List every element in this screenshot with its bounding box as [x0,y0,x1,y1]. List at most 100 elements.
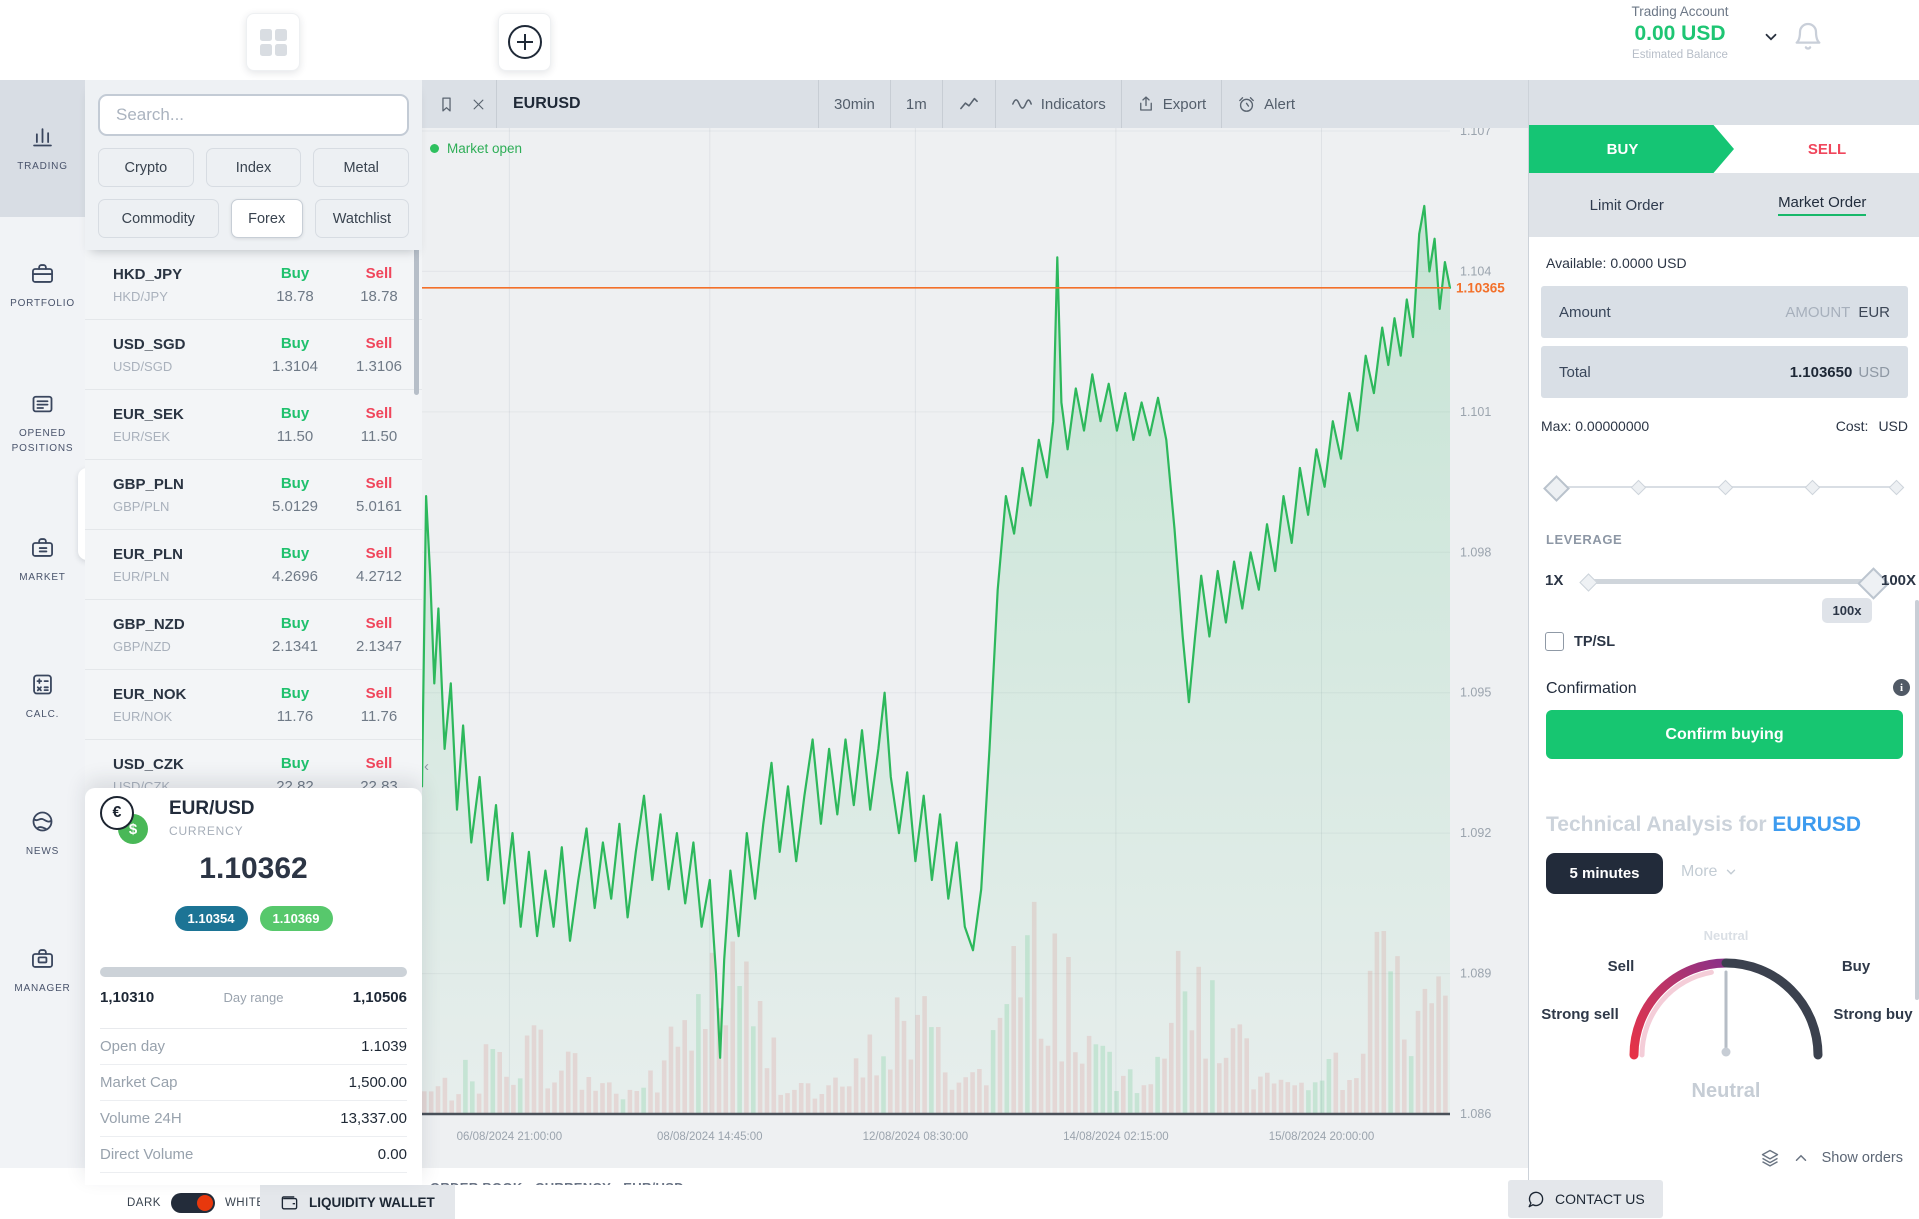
amount-slider[interactable] [1543,475,1905,502]
sell-tab[interactable]: SELL [1807,140,1847,158]
tpsl-checkbox[interactable] [1545,632,1564,651]
account-balance: 0.00 USD [1634,22,1726,45]
pair-buy-button[interactable]: Buy 11.50 [253,405,337,445]
liquidity-wallet-button[interactable]: LIQUIDITY WALLET [260,1185,455,1219]
add-widget-button[interactable] [498,13,551,71]
chevron-down-icon[interactable] [1762,28,1780,51]
timeframe-1m-button[interactable]: 1m [905,95,927,113]
tab-forex[interactable]: Forex [230,199,303,238]
stat-row: Volume 24H 13,337.00 [100,1101,407,1137]
pair-sell-button[interactable]: Sell 1.3106 [337,335,421,375]
chart-symbol: EURUSD [513,95,581,112]
tab-watchlist[interactable]: Watchlist [314,199,409,238]
pair-row-EUR_PLN[interactable]: EUR_PLN EUR/PLN Buy 4.2696 Sell 4.2712 [85,530,422,600]
pair-buy-button[interactable]: Buy 1.3104 [253,335,337,375]
pair-row-USD_SGD[interactable]: USD_SGD USD/SGD Buy 1.3104 Sell 1.3106 [85,320,422,390]
pair-symbol: HKD_JPY [113,265,183,283]
available-balance: Available: 0.0000 USD [1546,255,1687,271]
pair-symbol: GBP_PLN [113,475,184,493]
pair-sell-button[interactable]: Sell 2.1347 [337,615,421,655]
tab-crypto[interactable]: Crypto [98,148,194,187]
pair-buy-button[interactable]: Buy 18.78 [253,265,337,305]
order-panel: BUY SELL Limit Order Market Order Availa… [1528,80,1919,1185]
sidebar-item-market[interactable]: MARKET [0,491,85,628]
timeframe-30min-button[interactable]: 30min [834,95,875,113]
notifications-bell-icon[interactable] [1792,20,1824,57]
alert-clock-icon [1239,96,1255,112]
pair-buy-button[interactable]: Buy 11.76 [253,685,337,725]
panel-scrollbar[interactable] [1915,600,1919,1000]
account-summary[interactable]: Trading Account 0.00 USD Estimated Balan… [1560,4,1800,61]
info-icon[interactable]: i [1893,679,1910,696]
pair-buy-button[interactable]: Buy 4.2696 [253,545,337,585]
collapse-chevron-icon[interactable]: ‹ [424,758,429,775]
tpsl-checkbox-row[interactable]: TP/SL [1545,632,1615,651]
layout-grid-button[interactable] [246,13,300,71]
pair-symbol: USD_SGD [113,335,186,353]
chart-type-icon[interactable] [943,80,995,128]
analysis-timeframe-button[interactable]: 5 minutes [1546,853,1663,894]
pair-row-GBP_PLN[interactable]: GBP_PLN GBP/PLN Buy 5.0129 Sell 5.0161 [85,460,422,530]
tab-metal[interactable]: Metal [313,148,410,187]
pair-sell-button[interactable]: Sell 4.2712 [337,545,421,585]
bookmark-icon[interactable] [422,80,461,128]
pair-name: GBP/NZD [113,638,171,654]
range-label: Day range [223,990,284,1005]
sell-price: 1.3106 [356,357,402,375]
alert-button[interactable]: Alert [1222,80,1310,128]
contact-us-button[interactable]: CONTACT US [1508,1180,1663,1218]
price-chart[interactable]: 06/08/2024 21:00:00 08/08/2024 14:45:00 12… [420,124,1528,1168]
chart-canvas: 06/08/2024 21:00:00 08/08/2024 14:45:00 12… [420,124,1528,1168]
export-button[interactable]: Export [1122,80,1221,128]
status-dot-icon [430,144,439,153]
pair-row-HKD_JPY[interactable]: HKD_JPY HKD/JPY Buy 18.78 Sell 18.78 [85,250,422,320]
sidebar-item-opened-positions[interactable]: OPENED POSITIONS [0,354,85,491]
indicators-button[interactable]: Indicators [996,80,1121,128]
pair-name: EUR/NOK [113,708,173,724]
bid-badge[interactable]: 1.10354 [174,906,248,931]
pair-buy-button[interactable]: Buy 2.1341 [253,615,337,655]
watchlist-scrollbar[interactable] [414,245,419,395]
show-orders-button[interactable]: Show orders [1529,1148,1903,1168]
analysis-more-dropdown[interactable]: More [1681,863,1738,881]
pair-sell-button[interactable]: Sell 11.76 [337,685,421,725]
plus-circle-icon [507,25,542,59]
close-icon[interactable] [461,80,496,128]
total-value: 1.103650 [1789,363,1853,381]
ask-badge[interactable]: 1.10369 [259,906,333,931]
buy-tab[interactable]: BUY [1529,125,1734,173]
tab-commodity[interactable]: Commodity [98,199,219,238]
pair-sell-button[interactable]: Sell 18.78 [337,265,421,305]
svg-text:1.10365: 1.10365 [1456,280,1505,295]
leverage-slider[interactable]: 1X 100X [1529,567,1919,600]
theme-toggle[interactable] [170,1193,215,1213]
search-input[interactable] [98,94,409,136]
pair-row-EUR_NOK[interactable]: EUR_NOK EUR/NOK Buy 11.76 Sell 11.76 [85,670,422,740]
amount-field[interactable]: Amount AMOUNT EUR [1541,286,1908,338]
confirmation-label: Confirmation [1546,680,1637,697]
sidebar-item-trading[interactable]: TRADING [0,80,85,217]
sidebar-item-portfolio[interactable]: PORTFOLIO [0,217,85,354]
sell-price: 2.1347 [356,637,402,655]
sidebar-item-news[interactable]: NEWS [0,765,85,902]
total-field[interactable]: Total 1.103650 USD [1541,346,1908,398]
amount-slider-thumb[interactable] [1543,475,1570,502]
instrument-stats: Open day 1.1039 Market Cap 1,500.00 Volume 2… [100,1028,407,1173]
chevron-down-icon [1727,869,1736,875]
pair-buy-button[interactable]: Buy 5.0129 [253,475,337,515]
pair-sell-button[interactable]: Sell 11.50 [337,405,421,445]
pair-list: HKD_JPY HKD/JPY Buy 18.78 Sell 18.78 USD_SGD US… [85,250,422,810]
confirm-buying-button[interactable]: Confirm buying [1546,710,1903,759]
order-type-row: Limit Order Market Order [1529,173,1919,237]
pair-sell-button[interactable]: Sell 5.0161 [337,475,421,515]
sidebar-item-manager[interactable]: MANAGER [0,902,85,1039]
limit-order-tab[interactable]: Limit Order [1589,196,1664,214]
dark-label: DARK [127,1197,161,1209]
pair-row-EUR_SEK[interactable]: EUR_SEK EUR/SEK Buy 11.50 Sell 11.50 [85,390,422,460]
market-order-tab[interactable]: Market Order [1725,173,1919,237]
tab-index[interactable]: Index [205,148,302,187]
stat-row: Direct Volume 0.00 [100,1137,407,1173]
sidebar-item-calc-[interactable]: CALC. [0,628,85,765]
pair-row-GBP_NZD[interactable]: GBP_NZD GBP/NZD Buy 2.1341 Sell 2.1347 [85,600,422,670]
export-icon [1139,96,1152,111]
